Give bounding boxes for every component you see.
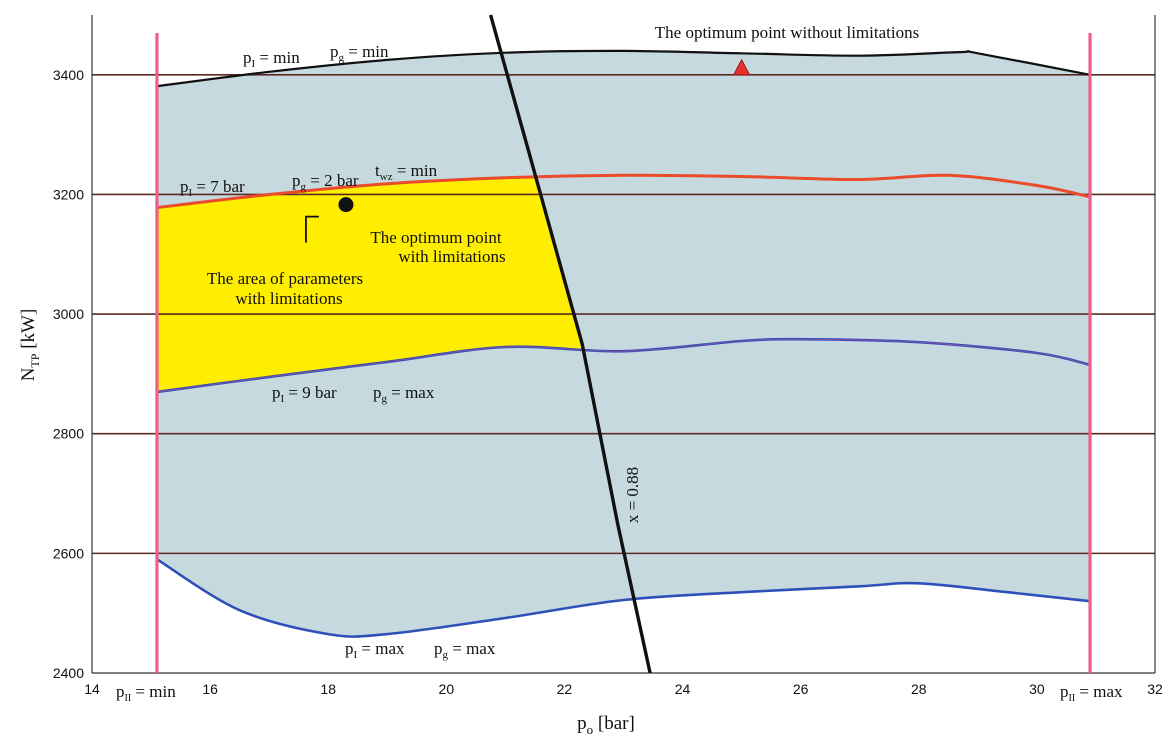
label-low-pg: pg = max: [373, 383, 435, 405]
optimum-with-marker: [338, 197, 354, 213]
x-tick-label: 16: [202, 681, 218, 697]
label-area-line1: The area of parameters: [207, 269, 363, 288]
boundary-lines: [155, 33, 1092, 673]
annotations: pI = min pg = min pI = 7 bar pg = 2 bar twz …: [18, 23, 1123, 735]
y-tick-label: 3200: [53, 186, 84, 202]
curves: [156, 49, 1091, 638]
plot-frame: [91, 15, 1156, 674]
x-axis-label: po [bar]: [577, 713, 635, 735]
x-equals-line: [488, 14, 652, 674]
tick-labels: 14 16 18 20 22 24 26 28 30 32 2400 2600 2800 3000 3200…: [53, 67, 1163, 697]
y-tick-label: 2800: [53, 426, 84, 442]
label-area-line2: with limitations: [235, 289, 342, 308]
boundary-label-min: pII = min: [116, 682, 176, 704]
label-optimum-with-line1: The optimum point: [370, 228, 502, 247]
label-low-pI: pI = 9 bar: [272, 383, 337, 405]
label-mid-pI: pI = 7 bar: [180, 177, 245, 199]
x-tick-label: 32: [1147, 681, 1163, 697]
x-tick-label: 22: [557, 681, 573, 697]
y-axis-label: NTP [kW]: [18, 309, 42, 382]
y-tick-label: 2400: [53, 665, 84, 681]
label-mid-pg: pg = 2 bar: [292, 171, 359, 193]
optimum-without-marker: [732, 58, 751, 76]
curve-pI-7bar: [156, 173, 1091, 210]
label-bottom-pI: pI = max: [345, 639, 405, 661]
y-tick-label: 3400: [53, 67, 84, 83]
x-tick-label: 26: [793, 681, 809, 697]
curve-pI-9bar-highlight: [156, 338, 1091, 393]
constraint-area-fill: [157, 176, 584, 392]
x-tick-label: 30: [1029, 681, 1045, 697]
boundary-label-max: pII = max: [1060, 682, 1123, 704]
x-line: [488, 14, 652, 674]
label-top-pg: pg = min: [330, 42, 389, 64]
x-tick-label: 24: [675, 681, 691, 697]
label-x-line: x = 0.88: [623, 467, 642, 523]
label-mid-twz: twz = min: [375, 161, 438, 183]
curve-top: [156, 49, 1091, 88]
label-bottom-pg: pg = max: [434, 639, 496, 661]
x-tick-label: 18: [320, 681, 336, 697]
x-tick-label: 20: [439, 681, 455, 697]
x-tick-label: 28: [911, 681, 927, 697]
label-top-pI: pI = min: [243, 48, 300, 70]
y-tick-label: 3000: [53, 306, 84, 322]
label-optimum-without: The optimum point without limitations: [655, 23, 919, 42]
label-optimum-with-line2: with limitations: [398, 247, 505, 266]
x-tick-label: 14: [84, 681, 100, 697]
y-tick-label: 2600: [53, 545, 84, 561]
constraint-area: [157, 176, 584, 392]
optimum-points: [305, 58, 751, 243]
curve-pI-max: [156, 558, 1091, 638]
optimum-with-leader: [305, 215, 319, 243]
